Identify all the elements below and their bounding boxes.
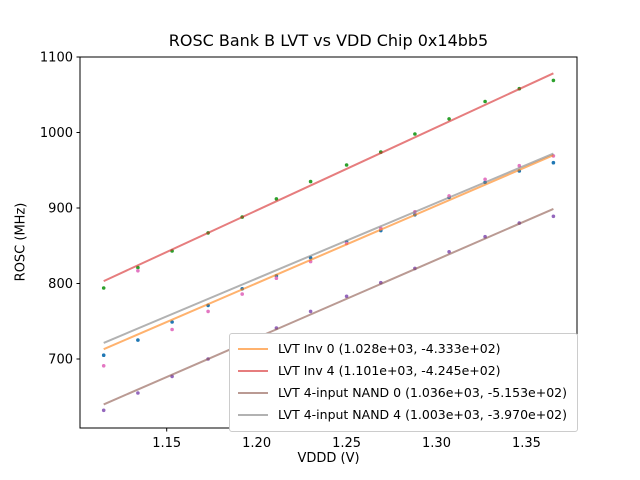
scatter-point-lvt-4-input-nand-0 [101, 408, 106, 413]
scatter-point-lvt-4-input-nand-4 [136, 268, 140, 273]
y-tick-label: 700 [48, 352, 73, 367]
fit-line-lvt-inv-4 [103, 72, 554, 283]
scatter-point-lvt-inv-4 [413, 132, 417, 136]
scatter-point-lvt-4-input-nand-0 [551, 214, 556, 219]
scatter-point-lvt-inv-4 [447, 117, 451, 121]
legend-line-swatch [237, 347, 268, 350]
legend: LVT Inv 0 (1.028e+03, -4.333e+02) LVT In… [228, 333, 578, 432]
legend-line-swatch [237, 413, 268, 416]
legend-item-label: LVT Inv 0 (1.028e+03, -4.333e+02) [277, 341, 501, 356]
scatter-point-lvt-4-input-nand-4 [240, 292, 244, 296]
scatter-point-lvt-inv-0 [551, 160, 556, 165]
scatter-point-lvt-inv-4 [344, 163, 349, 167]
scatter-point-lvt-4-input-nand-0 [136, 391, 140, 395]
legend-item: LVT 4-input NAND 0 (1.036e+03, -5.153e+0… [237, 383, 567, 402]
scatter-point-lvt-inv-0 [101, 353, 106, 358]
scatter-point-lvt-inv-4 [483, 99, 487, 104]
scatter-point-lvt-4-input-nand-0 [308, 309, 313, 314]
x-tick-label: 1.30 [422, 436, 451, 451]
fit-line-lvt-4-input-nand-0 [103, 207, 554, 406]
scatter-point-lvt-inv-4 [101, 286, 106, 290]
chart-title: ROSC Bank B LVT vs VDD Chip 0x14bb5 [168, 31, 489, 50]
legend-item-label: LVT Inv 4 (1.101e+03, -4.245e+02) [277, 363, 501, 378]
scatter-point-lvt-4-input-nand-0 [447, 250, 451, 254]
legend-line-swatch [237, 391, 268, 394]
x-tick-label: 1.15 [152, 436, 181, 451]
legend-item: LVT Inv 4 (1.101e+03, -4.245e+02) [237, 361, 567, 380]
legend-item: LVT Inv 0 (1.028e+03, -4.333e+02) [237, 339, 567, 358]
scatter-point-lvt-4-input-nand-4 [274, 276, 279, 281]
fit-line-lvt-inv-0 [103, 154, 554, 351]
y-axis-label: ROSC (MHz) [13, 202, 29, 282]
x-tick-label: 1.25 [332, 436, 361, 451]
y-tick-label: 800 [48, 277, 73, 292]
legend-line-swatch [237, 369, 268, 372]
x-axis-label: VDDD (V) [297, 451, 360, 466]
y-tick-label: 900 [48, 201, 73, 216]
scatter-point-lvt-inv-0 [136, 338, 140, 342]
x-tick-label: 1.35 [512, 436, 541, 451]
scatter-point-lvt-inv-4 [308, 179, 313, 184]
x-tick-label: 1.20 [242, 436, 271, 451]
legend-item-label: LVT 4-input NAND 4 (1.003e+03, -3.970e+0… [277, 407, 567, 422]
y-tick-label: 1100 [40, 51, 73, 66]
legend-item-label: LVT 4-input NAND 0 (1.036e+03, -5.153e+0… [277, 385, 567, 400]
scatter-point-lvt-4-input-nand-4 [483, 177, 487, 182]
scatter-point-lvt-4-input-nand-4 [206, 309, 210, 314]
scatter-point-lvt-4-input-nand-0 [344, 294, 349, 299]
scatter-point-lvt-inv-4 [551, 78, 556, 83]
legend-item: LVT 4-input NAND 4 (1.003e+03, -3.970e+0… [237, 405, 567, 424]
scatter-point-lvt-4-input-nand-4 [170, 327, 174, 332]
scatter-point-lvt-4-input-nand-4 [101, 364, 106, 368]
fit-line-lvt-4-input-nand-4 [103, 152, 554, 344]
y-tick-label: 1000 [40, 126, 73, 141]
